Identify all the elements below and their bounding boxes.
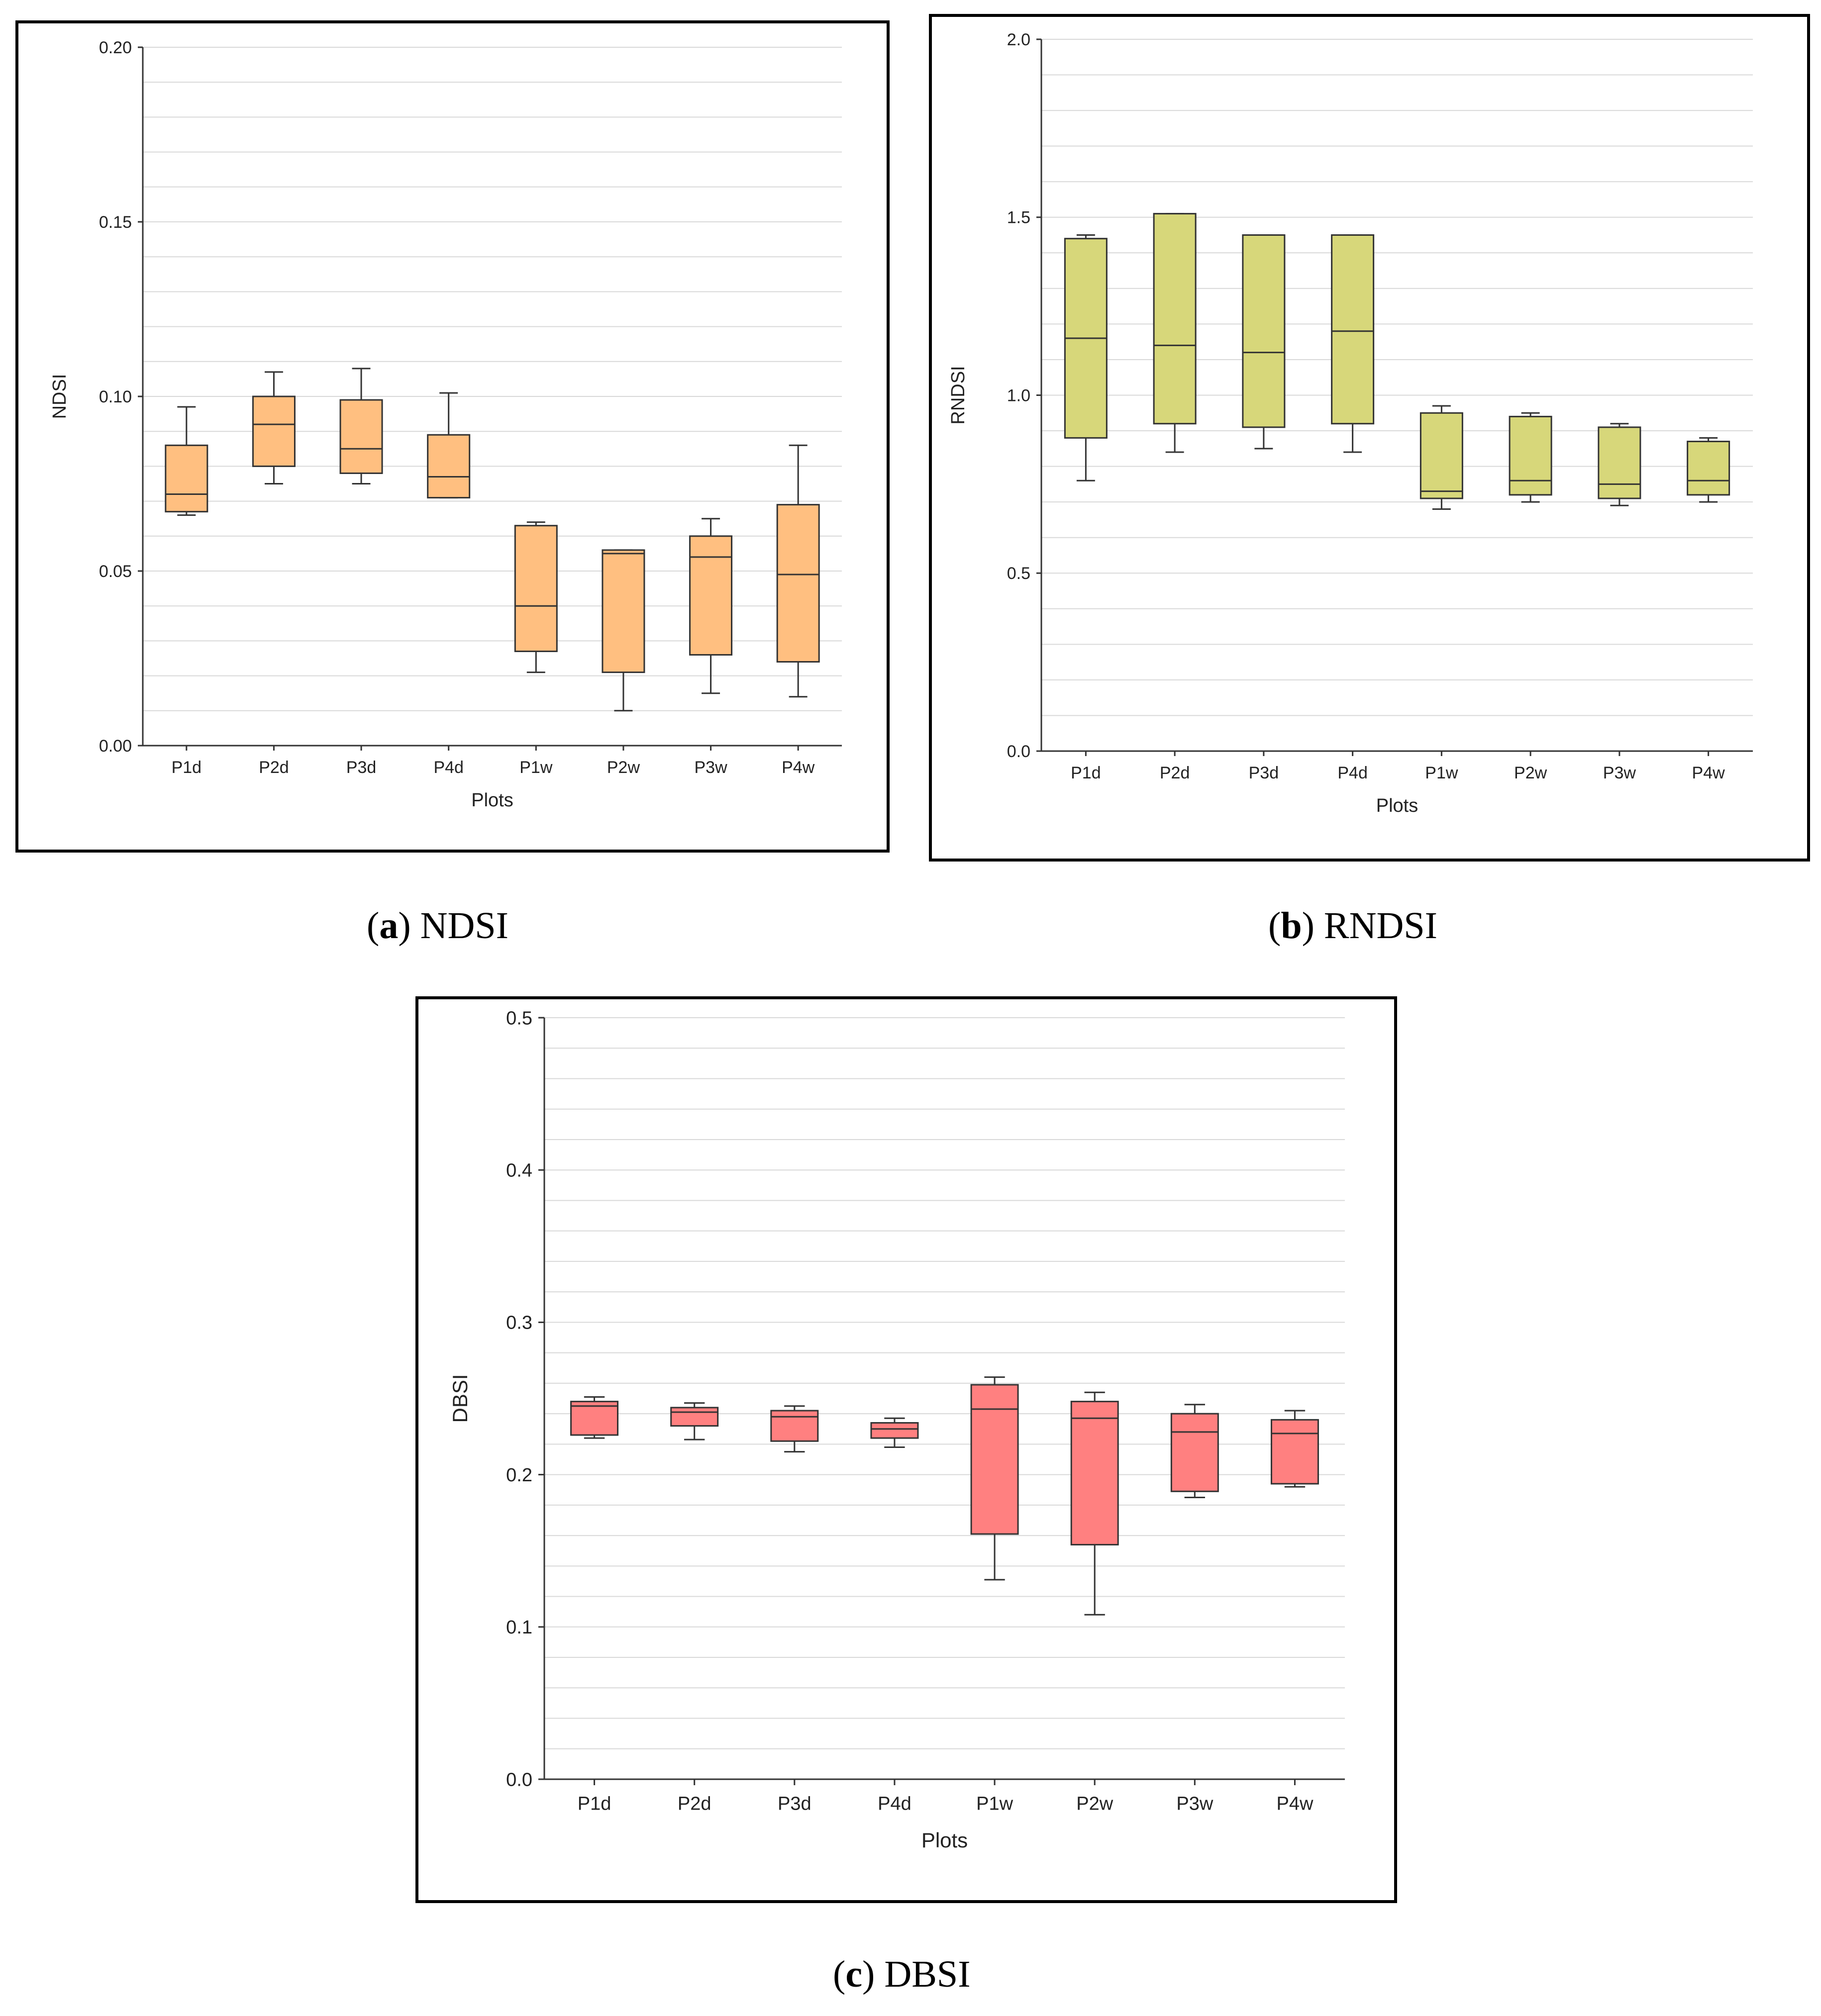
box-p2w (602, 549, 645, 673)
x-tick-label-p4w: P4w (1692, 764, 1725, 782)
x-tick-label-p3w: P3w (1603, 764, 1636, 782)
box-p3d (1242, 234, 1286, 428)
x-tick-label-p4w: P4w (1276, 1794, 1313, 1815)
ndsi-boxplot: 0.00 0.05 0.10 0.15 0.20 P1d P2d P3d P4d P1w P2w P3… (49, 38, 842, 811)
box-p3w (1598, 426, 1641, 499)
dbsi-chart-panel: 0.0 0.1 0.2 0.3 0.4 0.5 P1d P2d P3d P4d P1w P2w P3w P… (415, 996, 1397, 1903)
y-tick-label: 0.0 (1007, 742, 1030, 761)
box-p4w (776, 504, 820, 663)
x-tick-label-p4d: P4d (878, 1794, 911, 1815)
box-p2w (1070, 1401, 1119, 1545)
x-tick-label-p2w: P2w (1076, 1794, 1113, 1815)
box-p2d (670, 1407, 719, 1427)
caption-dbsi: (c) DBSI (833, 1953, 971, 1995)
y-tick-label: 0.1 (506, 1617, 532, 1638)
x-tick-label-p3d: P3d (346, 758, 377, 777)
x-tick-label-p2d: P2d (1160, 764, 1190, 782)
box-p3d (339, 399, 383, 474)
y-axis-label: RNDSI (948, 366, 969, 424)
caption-rndsi-label: b (1281, 905, 1302, 947)
y-tick-label: 0.05 (99, 562, 132, 581)
x-tick-label-p1w: P1w (1425, 764, 1458, 782)
y-tick-label: 0.15 (99, 213, 132, 232)
box-p3w (689, 535, 733, 656)
caption-rndsi-text: RNDSI (1323, 905, 1437, 947)
x-axis-label: Plots (471, 790, 513, 811)
box-p1d (570, 1401, 619, 1436)
y-tick-label: 0.10 (99, 387, 132, 406)
ndsi-chart-panel: 0.00 0.05 0.10 0.15 0.20 P1d P2d P3d P4d P1w P2w P3… (15, 20, 890, 853)
rndsi-chart-panel: 0.0 0.5 1.0 1.5 2.0 P1d P2d P3d P4d P1w P2w P3w P4w P… (929, 14, 1810, 862)
box-p2d (1153, 213, 1197, 425)
caption-ndsi: (a) NDSI (367, 905, 508, 947)
y-tick-label: 2.0 (1007, 30, 1030, 49)
y-tick-label: 0.00 (99, 737, 132, 756)
x-tick-label-p1d: P1d (578, 1794, 611, 1815)
box-p2w (1509, 415, 1552, 496)
y-tick-label: 1.0 (1007, 386, 1030, 405)
box-p4d (1331, 234, 1375, 425)
x-tick-label-p1w: P1w (976, 1794, 1013, 1815)
x-axis-label: Plots (921, 1828, 968, 1852)
y-axis-label: NDSI (49, 374, 70, 419)
box-p1w (514, 525, 558, 652)
box-p3d (770, 1410, 819, 1442)
caption-rndsi: (b) RNDSI (1268, 905, 1437, 947)
y-tick-label: 0.20 (99, 38, 132, 57)
rndsi-boxplot: 0.0 0.5 1.0 1.5 2.0 P1d P2d P3d P4d P1w P2w P3w P4w P… (948, 30, 1753, 816)
box-p1w (970, 1384, 1019, 1535)
caption-ndsi-label: a (379, 905, 399, 947)
y-tick-label: 1.5 (1007, 208, 1030, 227)
dbsi-boxplot: 0.0 0.1 0.2 0.3 0.4 0.5 P1d P2d P3d P4d P1w P2w P3w P… (448, 1008, 1345, 1852)
box-p4d (427, 434, 471, 499)
y-tick-label: 0.2 (506, 1465, 532, 1486)
x-tick-label-p3w: P3w (1176, 1794, 1213, 1815)
x-tick-label-p4d: P4d (433, 758, 464, 777)
box-p1d (165, 444, 208, 513)
x-tick-label-p2d: P2d (259, 758, 289, 777)
caption-dbsi-text: DBSI (884, 1953, 971, 1995)
x-tick-label-p1d: P1d (1071, 764, 1101, 782)
y-axis-label: DBSI (448, 1374, 472, 1423)
x-tick-label-p2d: P2d (678, 1794, 711, 1815)
x-tick-label-p4d: P4d (1337, 764, 1368, 782)
x-tick-label-p1w: P1w (519, 758, 553, 777)
x-tick-label-p2w: P2w (1514, 764, 1547, 782)
box-p1w (1419, 412, 1463, 499)
x-tick-label-p3d: P3d (778, 1794, 811, 1815)
caption-ndsi-text: NDSI (420, 905, 508, 947)
y-tick-label: 0.4 (506, 1160, 532, 1181)
x-axis-label: Plots (1376, 795, 1418, 816)
y-tick-label: 0.5 (506, 1008, 532, 1029)
x-tick-label-p2w: P2w (607, 758, 640, 777)
box-p4d (870, 1422, 919, 1439)
box-p2d (252, 395, 296, 467)
box-p4w (1687, 441, 1730, 496)
x-tick-label-p3w: P3w (694, 758, 727, 777)
x-tick-label-p1d: P1d (172, 758, 202, 777)
y-tick-label: 0.3 (506, 1313, 532, 1334)
y-tick-label: 0.0 (506, 1769, 532, 1790)
y-tick-label: 0.5 (1007, 564, 1030, 583)
box-p4w (1270, 1419, 1319, 1485)
caption-dbsi-label: c (845, 1953, 863, 1995)
x-tick-label-p3d: P3d (1249, 764, 1279, 782)
x-tick-label-p4w: P4w (782, 758, 815, 777)
box-p3w (1170, 1413, 1219, 1492)
